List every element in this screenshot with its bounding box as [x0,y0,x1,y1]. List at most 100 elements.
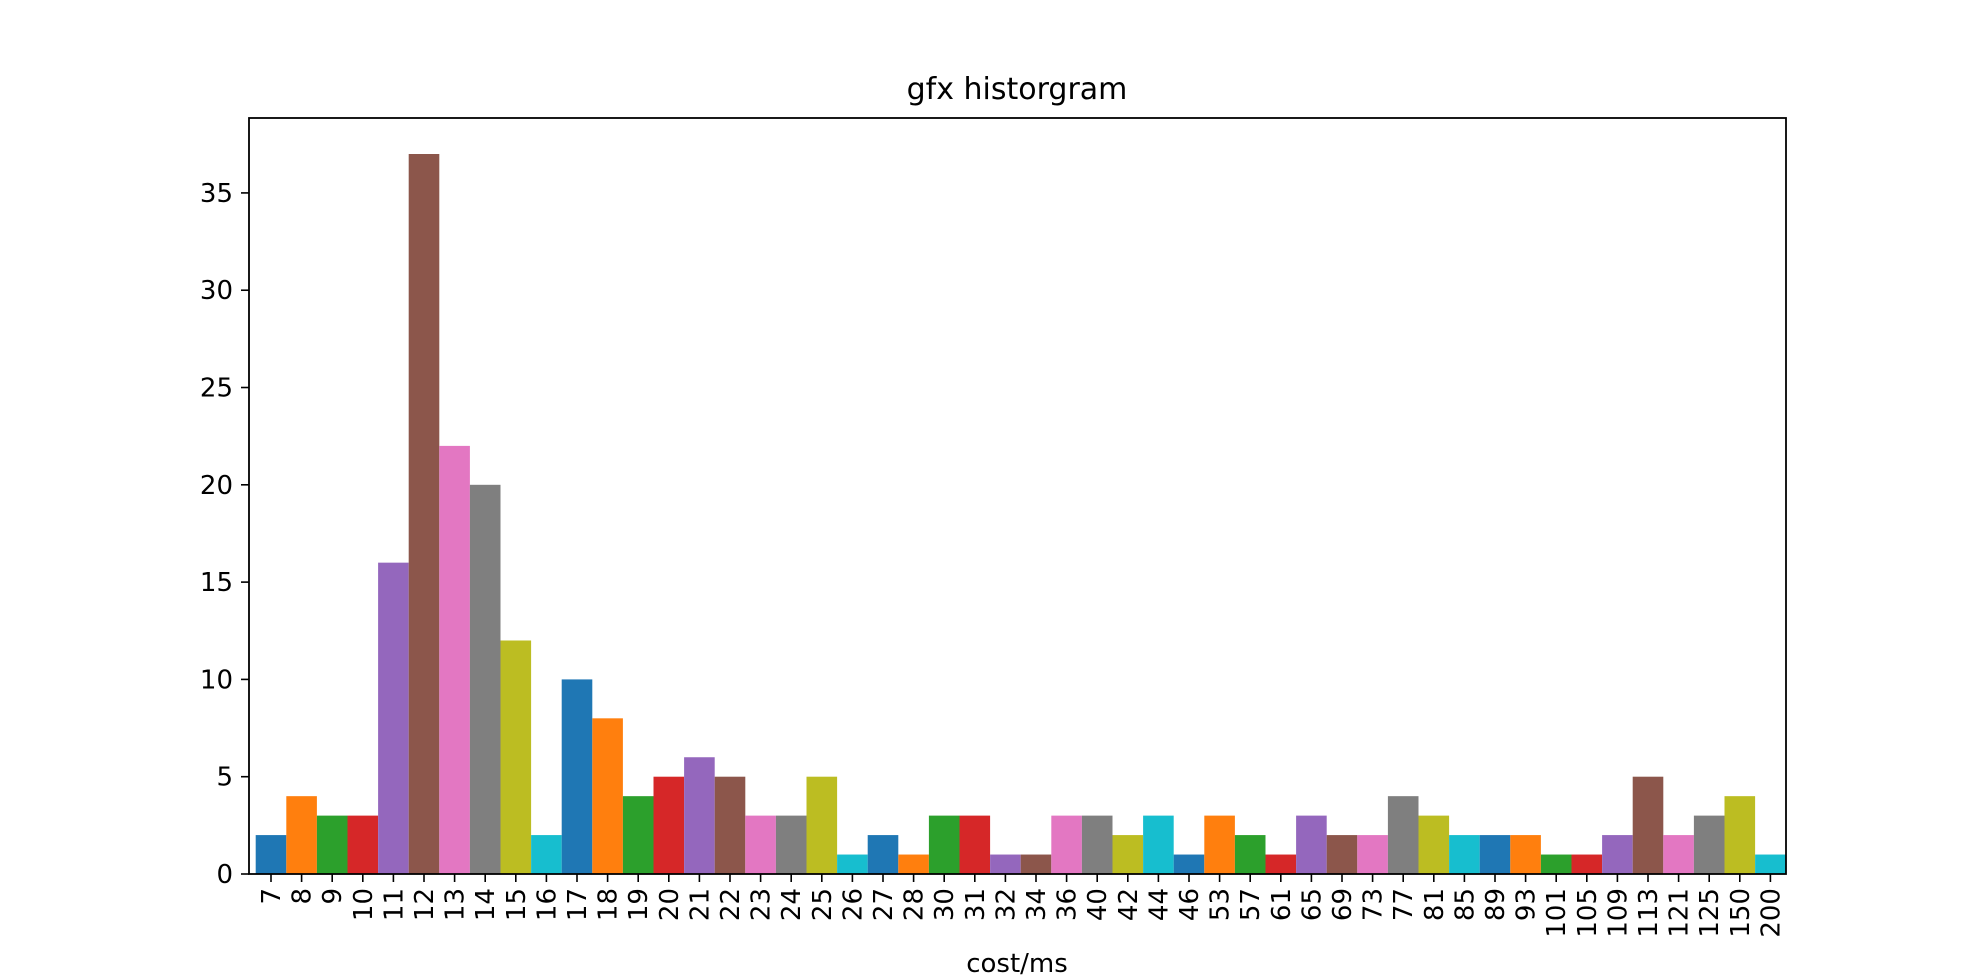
x-tick-label: 85 [1450,888,1480,921]
x-tick-label: 28 [900,888,930,921]
x-tick-label: 7 [257,888,287,905]
x-tick-label: 25 [808,888,838,921]
x-tick-label: 26 [838,888,868,921]
x-tick-label: 24 [777,888,807,921]
y-tick-label: 0 [216,860,233,890]
bar-77 [1387,796,1419,874]
bar-73 [1357,835,1388,874]
y-tick-label: 20 [200,471,233,501]
bar-93 [1510,835,1541,874]
x-tick-label: 125 [1695,888,1725,938]
x-tick-label: 9 [318,888,348,905]
bars-group [255,154,1786,874]
chart-title: gfx historgram [907,72,1128,107]
x-tick-label: 16 [532,888,562,921]
y-tick-label: 5 [216,763,233,793]
x-tick-label: 109 [1603,888,1633,938]
bar-200 [1755,854,1786,874]
bar-18 [592,718,623,874]
y-tick-label: 10 [200,665,233,695]
x-tick-label: 10 [349,888,379,921]
y-tick-label: 25 [200,374,233,404]
y-tick-label: 35 [200,179,233,209]
x-tick-label: 13 [441,888,471,921]
bar-16 [531,835,562,874]
x-tick-label: 14 [471,888,501,921]
bar-21 [684,757,715,874]
bar-61 [1265,854,1297,874]
x-tick-label: 23 [747,888,777,921]
bar-10 [347,815,379,874]
x-tick-label: 93 [1512,888,1542,921]
x-tick-label: 31 [961,888,991,921]
x-tick-label: 18 [594,888,624,921]
bar-12 [408,154,440,874]
bar-34 [1020,854,1052,874]
x-tick-label: 150 [1726,888,1756,938]
y-tick-label: 15 [200,568,233,598]
bar-23 [745,815,776,874]
bar-85 [1449,835,1480,874]
bar-81 [1418,815,1450,874]
y-axis: 0 5 10 15 20 25 30 35 [200,179,249,890]
x-tick-label: 44 [1144,888,1174,921]
x-tick-label: 121 [1665,888,1695,938]
x-tick-label: 73 [1359,888,1389,921]
bar-22 [714,776,746,874]
x-tick-label: 40 [1083,888,1113,921]
x-tick-label: 77 [1389,888,1419,921]
x-tick-label: 105 [1573,888,1603,938]
bar-69 [1326,835,1358,874]
bar-15 [500,640,532,874]
bar-101 [1540,854,1572,874]
x-tick-label: 53 [1206,888,1236,921]
x-tick-label: 8 [288,888,318,905]
bar-7 [255,835,287,874]
x-tick-label: 65 [1297,888,1327,921]
bar-27 [867,835,899,874]
x-tick-label: 20 [655,888,685,921]
x-tick-label: 32 [991,888,1021,921]
bar-42 [1112,835,1144,874]
x-tick-label: 57 [1236,888,1266,921]
bar-8 [286,796,317,874]
plot-frame [248,117,1787,875]
x-axis: 7 8 9 10 11 12 13 14 15 16 17 18 19 20 21 22 23 24 25 26 27 2… [257,874,1786,938]
x-tick-label: 46 [1175,888,1205,921]
bar-36 [1051,815,1082,874]
bar-121 [1663,835,1694,874]
bar-32 [990,854,1021,874]
x-tick-label: 89 [1481,888,1511,921]
x-tick-label: 12 [410,888,440,921]
bar-26 [837,854,868,874]
x-tick-label: 42 [1114,888,1144,921]
y-tick-label: 30 [200,276,233,306]
x-tick-label: 36 [1053,888,1083,921]
bar-44 [1143,815,1174,874]
bar-19 [622,796,654,874]
bar-57 [1234,835,1266,874]
bar-13 [439,445,470,874]
x-tick-label: 200 [1756,888,1786,938]
x-axis-label: cost/ms [966,949,1068,979]
bar-89 [1479,835,1511,874]
bar-150 [1724,796,1756,874]
x-tick-label: 19 [624,888,654,921]
bar-53 [1204,815,1235,874]
bar-28 [898,854,929,874]
x-tick-label: 27 [869,888,899,921]
bar-20 [653,776,685,874]
x-tick-label: 69 [1328,888,1358,921]
x-tick-label: 61 [1267,888,1297,921]
bar-9 [316,815,348,874]
bar-46 [1173,854,1205,874]
bar-105 [1571,854,1603,874]
bar-109 [1602,835,1633,874]
x-tick-label: 22 [716,888,746,921]
bar-40 [1081,815,1113,874]
x-tick-label: 101 [1542,888,1572,938]
bar-31 [959,815,991,874]
x-tick-label: 15 [502,888,532,921]
bar-14 [469,484,501,874]
